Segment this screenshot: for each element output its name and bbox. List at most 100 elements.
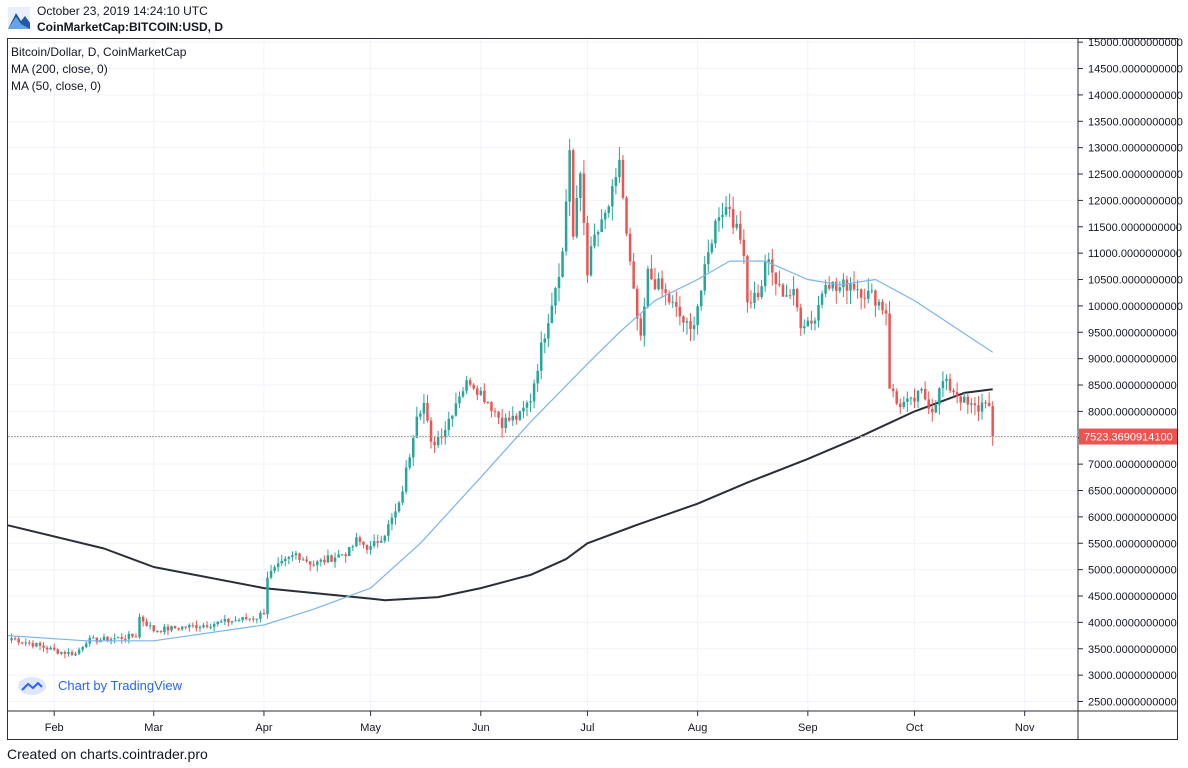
candle-body xyxy=(685,321,689,323)
candle-body xyxy=(987,403,991,407)
y-tick-label: 3000.0000000000 xyxy=(1088,670,1177,682)
candle-body xyxy=(483,390,486,403)
candle-body xyxy=(564,201,568,252)
candle-body xyxy=(963,396,966,403)
candle-body xyxy=(216,621,219,624)
candle-body xyxy=(803,326,806,329)
candle-body xyxy=(795,288,799,308)
candle-body xyxy=(571,150,575,237)
candle-body xyxy=(735,223,738,228)
candle-body xyxy=(632,261,635,289)
y-tick-label: 3500.0000000000 xyxy=(1088,644,1177,656)
y-tick-label: 15000.0000000000 xyxy=(1088,37,1183,49)
candle-body xyxy=(728,206,731,210)
candle-body xyxy=(500,417,504,429)
candle-body xyxy=(191,624,195,626)
legend-ma50[interactable]: MA (50, close, 0) xyxy=(11,79,102,93)
candle-body xyxy=(408,457,411,468)
ma200-line xyxy=(7,388,993,602)
candle-body xyxy=(237,620,241,622)
candle-body xyxy=(355,537,358,547)
candle-body xyxy=(148,625,152,627)
ma200-layer xyxy=(7,388,993,602)
ma50-layer xyxy=(7,260,994,642)
candle-body xyxy=(884,310,888,314)
candle-body xyxy=(522,407,525,412)
candle-body xyxy=(52,647,56,650)
candle-body xyxy=(653,279,657,290)
candle-body xyxy=(383,535,387,541)
candle-body xyxy=(369,546,372,550)
candle-body xyxy=(692,325,696,329)
candle-body xyxy=(202,625,205,628)
candle-body xyxy=(838,287,842,291)
candle-body xyxy=(742,239,746,257)
candle-body xyxy=(721,214,724,218)
candle-body xyxy=(536,370,539,384)
chart-frame[interactable] xyxy=(7,38,1178,740)
candle-body xyxy=(120,637,123,639)
candle-body xyxy=(344,554,347,556)
candle-body xyxy=(116,637,120,639)
candle-body xyxy=(340,554,344,556)
legend-ma200[interactable]: MA (200, close, 0) xyxy=(11,62,108,76)
candle-body xyxy=(973,403,977,406)
candle-body xyxy=(717,217,721,221)
candle-body xyxy=(554,288,557,306)
candle-body xyxy=(774,272,778,284)
y-tick-label: 12000.0000000000 xyxy=(1088,195,1183,207)
candle-body xyxy=(330,555,333,562)
candle-body xyxy=(180,626,184,630)
candle-body xyxy=(703,264,706,291)
y-tick-label: 12500.0000000000 xyxy=(1088,169,1183,181)
candle-body xyxy=(177,628,180,630)
y-tick-label: 11000.0000000000 xyxy=(1088,248,1182,260)
candle-body xyxy=(493,411,497,413)
y-tick-label: 13000.0000000000 xyxy=(1088,143,1183,155)
candle-body xyxy=(56,649,60,654)
candle-body xyxy=(497,411,500,418)
legend-main-series[interactable]: Bitcoin/Dollar, D, CoinMarketCap xyxy=(11,45,187,59)
candle-body xyxy=(667,292,671,303)
candle-body xyxy=(870,290,874,292)
candle-body xyxy=(767,259,770,262)
candle-body xyxy=(376,541,379,543)
candle-body xyxy=(771,259,774,273)
x-tick-label: May xyxy=(360,722,381,734)
candle-body xyxy=(152,625,155,632)
candle-body xyxy=(394,511,397,518)
candle-body xyxy=(525,402,529,408)
candle-body xyxy=(145,621,148,626)
candle-body xyxy=(835,281,838,291)
candle-body xyxy=(931,408,934,413)
candle-body xyxy=(859,289,863,298)
candle-body xyxy=(532,383,536,402)
candle-body xyxy=(696,306,699,326)
candle-body xyxy=(184,626,187,628)
candle-body xyxy=(305,559,308,562)
candle-body xyxy=(337,554,340,558)
candle-body xyxy=(13,638,17,640)
axes: 15000.0000000000 14500.0000000000 14000.00… xyxy=(7,37,1183,740)
x-tick-label: Apr xyxy=(255,722,272,734)
candle-body xyxy=(380,540,383,543)
candle-body xyxy=(358,537,362,542)
candle-body xyxy=(138,616,141,638)
candle-body xyxy=(49,647,52,650)
candle-body xyxy=(550,305,554,324)
candle-body xyxy=(81,647,84,650)
y-tick-label: 4000.0000000000 xyxy=(1088,617,1177,629)
candle-body xyxy=(977,405,980,412)
watermark-text: Chart by TradingView xyxy=(58,678,183,693)
candle-body xyxy=(874,290,877,306)
candle-body xyxy=(280,560,283,564)
candle-body xyxy=(479,390,483,395)
candle-body xyxy=(557,276,561,289)
candle-body xyxy=(326,555,330,563)
footer-credit: Created on charts.cointrader.pro xyxy=(7,746,208,762)
tradingview-logo-icon xyxy=(8,7,30,29)
x-tick-label: Nov xyxy=(1015,722,1035,734)
candle-body xyxy=(600,219,603,233)
candle-body xyxy=(938,388,941,405)
